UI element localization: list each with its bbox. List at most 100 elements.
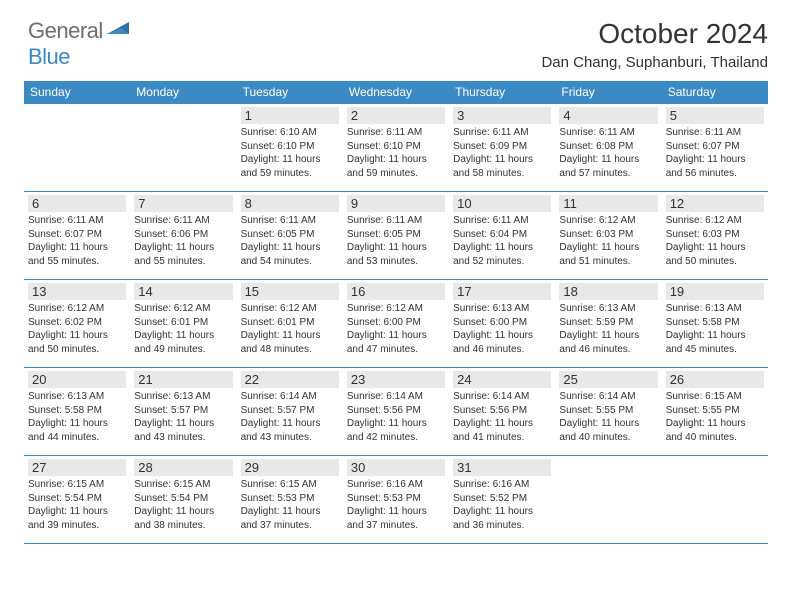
calendar-day-cell: 24 Sunrise: 6:14 AM Sunset: 5:56 PM Dayli… xyxy=(449,368,555,456)
day-details: Sunrise: 6:12 AM Sunset: 6:01 PM Dayligh… xyxy=(241,302,339,356)
day-number: 19 xyxy=(666,283,764,300)
day-number: 18 xyxy=(559,283,657,300)
day-details: Sunrise: 6:15 AM Sunset: 5:53 PM Dayligh… xyxy=(241,478,339,532)
day-header: Monday xyxy=(130,81,236,104)
calendar-day-cell: 1 Sunrise: 6:10 AM Sunset: 6:10 PM Daylig… xyxy=(237,104,343,192)
day-details: Sunrise: 6:11 AM Sunset: 6:06 PM Dayligh… xyxy=(134,214,232,268)
calendar-day-cell: 3 Sunrise: 6:11 AM Sunset: 6:09 PM Daylig… xyxy=(449,104,555,192)
day-number: 25 xyxy=(559,371,657,388)
logo-word-2: Blue xyxy=(28,44,70,69)
day-details: Sunrise: 6:14 AM Sunset: 5:56 PM Dayligh… xyxy=(453,390,551,444)
calendar-day-cell: 20 Sunrise: 6:13 AM Sunset: 5:58 PM Dayli… xyxy=(24,368,130,456)
calendar-week-row: 20 Sunrise: 6:13 AM Sunset: 5:58 PM Dayli… xyxy=(24,368,768,456)
calendar-day-cell: 14Sunrise: 6:12 AM Sunset: 6:01 PM Dayli… xyxy=(130,280,236,368)
day-details: Sunrise: 6:13 AM Sunset: 5:57 PM Dayligh… xyxy=(134,390,232,444)
day-details: Sunrise: 6:12 AM Sunset: 6:02 PM Dayligh… xyxy=(28,302,126,356)
calendar-day-cell: 12Sunrise: 6:12 AM Sunset: 6:03 PM Dayli… xyxy=(662,192,768,280)
calendar-day-cell: 5 Sunrise: 6:11 AM Sunset: 6:07 PM Daylig… xyxy=(662,104,768,192)
calendar-day-cell: 31Sunrise: 6:16 AM Sunset: 5:52 PM Dayli… xyxy=(449,456,555,544)
day-number: 22 xyxy=(241,371,339,388)
calendar-day-cell: 2 Sunrise: 6:11 AM Sunset: 6:10 PM Daylig… xyxy=(343,104,449,192)
day-number: 20 xyxy=(28,371,126,388)
day-details: Sunrise: 6:13 AM Sunset: 5:58 PM Dayligh… xyxy=(28,390,126,444)
day-details: Sunrise: 6:14 AM Sunset: 5:57 PM Dayligh… xyxy=(241,390,339,444)
day-details: Sunrise: 6:14 AM Sunset: 5:55 PM Dayligh… xyxy=(559,390,657,444)
page-title: October 2024 xyxy=(24,18,768,50)
day-number: 21 xyxy=(134,371,232,388)
calendar-day-cell: 28 Sunrise: 6:15 AM Sunset: 5:54 PM Dayli… xyxy=(130,456,236,544)
calendar-day-cell: 9Sunrise: 6:11 AM Sunset: 6:05 PM Daylig… xyxy=(343,192,449,280)
calendar-day-cell: 23Sunrise: 6:14 AM Sunset: 5:56 PM Dayli… xyxy=(343,368,449,456)
day-number: 3 xyxy=(453,107,551,124)
calendar-day-cell: 18 Sunrise: 6:13 AM Sunset: 5:59 PM Dayli… xyxy=(555,280,661,368)
day-details: Sunrise: 6:11 AM Sunset: 6:05 PM Dayligh… xyxy=(347,214,445,268)
calendar-day-cell: 10 Sunrise: 6:11 AM Sunset: 6:04 PM Dayli… xyxy=(449,192,555,280)
calendar-day-cell: 15 Sunrise: 6:12 AM Sunset: 6:01 PM Dayli… xyxy=(237,280,343,368)
calendar-day-cell: 27 Sunrise: 6:15 AM Sunset: 5:54 PM Dayli… xyxy=(24,456,130,544)
day-number: 13 xyxy=(28,283,126,300)
logo-triangle-icon xyxy=(107,18,133,45)
calendar-day-cell: 25 Sunrise: 6:14 AM Sunset: 5:55 PM Dayli… xyxy=(555,368,661,456)
calendar-day-cell xyxy=(130,104,236,192)
calendar-day-cell: 29 Sunrise: 6:15 AM Sunset: 5:53 PM Dayli… xyxy=(237,456,343,544)
day-number: 8 xyxy=(241,195,339,212)
calendar-day-cell: 19 Sunrise: 6:13 AM Sunset: 5:58 PM Dayli… xyxy=(662,280,768,368)
day-number: 29 xyxy=(241,459,339,476)
calendar-day-cell: 22 Sunrise: 6:14 AM Sunset: 5:57 PM Dayli… xyxy=(237,368,343,456)
calendar-week-row: 13 Sunrise: 6:12 AM Sunset: 6:02 PM Dayli… xyxy=(24,280,768,368)
day-details: Sunrise: 6:11 AM Sunset: 6:07 PM Dayligh… xyxy=(666,126,764,180)
day-details: Sunrise: 6:13 AM Sunset: 6:00 PM Dayligh… xyxy=(453,302,551,356)
day-number: 5 xyxy=(666,107,764,124)
day-details: Sunrise: 6:11 AM Sunset: 6:04 PM Dayligh… xyxy=(453,214,551,268)
day-number: 17 xyxy=(453,283,551,300)
calendar-day-cell xyxy=(555,456,661,544)
day-number: 7 xyxy=(134,195,232,212)
calendar-day-cell: 13 Sunrise: 6:12 AM Sunset: 6:02 PM Dayli… xyxy=(24,280,130,368)
calendar-day-cell: 6 Sunrise: 6:11 AM Sunset: 6:07 PM Daylig… xyxy=(24,192,130,280)
header: October 2024 Dan Chang, Suphanburi, Thai… xyxy=(24,18,768,71)
day-number: 31 xyxy=(453,459,551,476)
day-details: Sunrise: 6:16 AM Sunset: 5:53 PM Dayligh… xyxy=(347,478,445,532)
day-number: 11 xyxy=(559,195,657,212)
day-number: 24 xyxy=(453,371,551,388)
day-number: 26 xyxy=(666,371,764,388)
day-header: Wednesday xyxy=(343,81,449,104)
day-number: 15 xyxy=(241,283,339,300)
day-header: Thursday xyxy=(449,81,555,104)
day-header: Sunday xyxy=(24,81,130,104)
brand-logo: General Blue xyxy=(28,18,133,70)
calendar-day-cell: 21 Sunrise: 6:13 AM Sunset: 5:57 PM Dayli… xyxy=(130,368,236,456)
day-header: Saturday xyxy=(662,81,768,104)
calendar-table: SundayMondayTuesdayWednesdayThursdayFrid… xyxy=(24,81,768,544)
day-details: Sunrise: 6:12 AM Sunset: 6:03 PM Dayligh… xyxy=(559,214,657,268)
day-number: 28 xyxy=(134,459,232,476)
location-subtitle: Dan Chang, Suphanburi, Thailand xyxy=(24,54,768,71)
day-number: 23 xyxy=(347,371,445,388)
day-details: Sunrise: 6:11 AM Sunset: 6:07 PM Dayligh… xyxy=(28,214,126,268)
calendar-day-cell: 26Sunrise: 6:15 AM Sunset: 5:55 PM Dayli… xyxy=(662,368,768,456)
day-details: Sunrise: 6:15 AM Sunset: 5:54 PM Dayligh… xyxy=(134,478,232,532)
day-details: Sunrise: 6:11 AM Sunset: 6:09 PM Dayligh… xyxy=(453,126,551,180)
day-number: 6 xyxy=(28,195,126,212)
day-header: Tuesday xyxy=(237,81,343,104)
day-details: Sunrise: 6:13 AM Sunset: 5:58 PM Dayligh… xyxy=(666,302,764,356)
day-details: Sunrise: 6:11 AM Sunset: 6:05 PM Dayligh… xyxy=(241,214,339,268)
day-number: 2 xyxy=(347,107,445,124)
day-number: 27 xyxy=(28,459,126,476)
day-number: 4 xyxy=(559,107,657,124)
day-details: Sunrise: 6:12 AM Sunset: 6:01 PM Dayligh… xyxy=(134,302,232,356)
day-number: 12 xyxy=(666,195,764,212)
calendar-day-cell: 7 Sunrise: 6:11 AM Sunset: 6:06 PM Daylig… xyxy=(130,192,236,280)
day-details: Sunrise: 6:15 AM Sunset: 5:54 PM Dayligh… xyxy=(28,478,126,532)
calendar-body: 1 Sunrise: 6:10 AM Sunset: 6:10 PM Daylig… xyxy=(24,104,768,544)
day-details: Sunrise: 6:13 AM Sunset: 5:59 PM Dayligh… xyxy=(559,302,657,356)
calendar-day-cell xyxy=(662,456,768,544)
calendar-day-cell: 30Sunrise: 6:16 AM Sunset: 5:53 PM Dayli… xyxy=(343,456,449,544)
calendar-day-cell: 17 Sunrise: 6:13 AM Sunset: 6:00 PM Dayli… xyxy=(449,280,555,368)
day-details: Sunrise: 6:11 AM Sunset: 6:10 PM Dayligh… xyxy=(347,126,445,180)
day-details: Sunrise: 6:10 AM Sunset: 6:10 PM Dayligh… xyxy=(241,126,339,180)
day-number: 10 xyxy=(453,195,551,212)
day-header: Friday xyxy=(555,81,661,104)
calendar-day-cell xyxy=(24,104,130,192)
day-number: 1 xyxy=(241,107,339,124)
